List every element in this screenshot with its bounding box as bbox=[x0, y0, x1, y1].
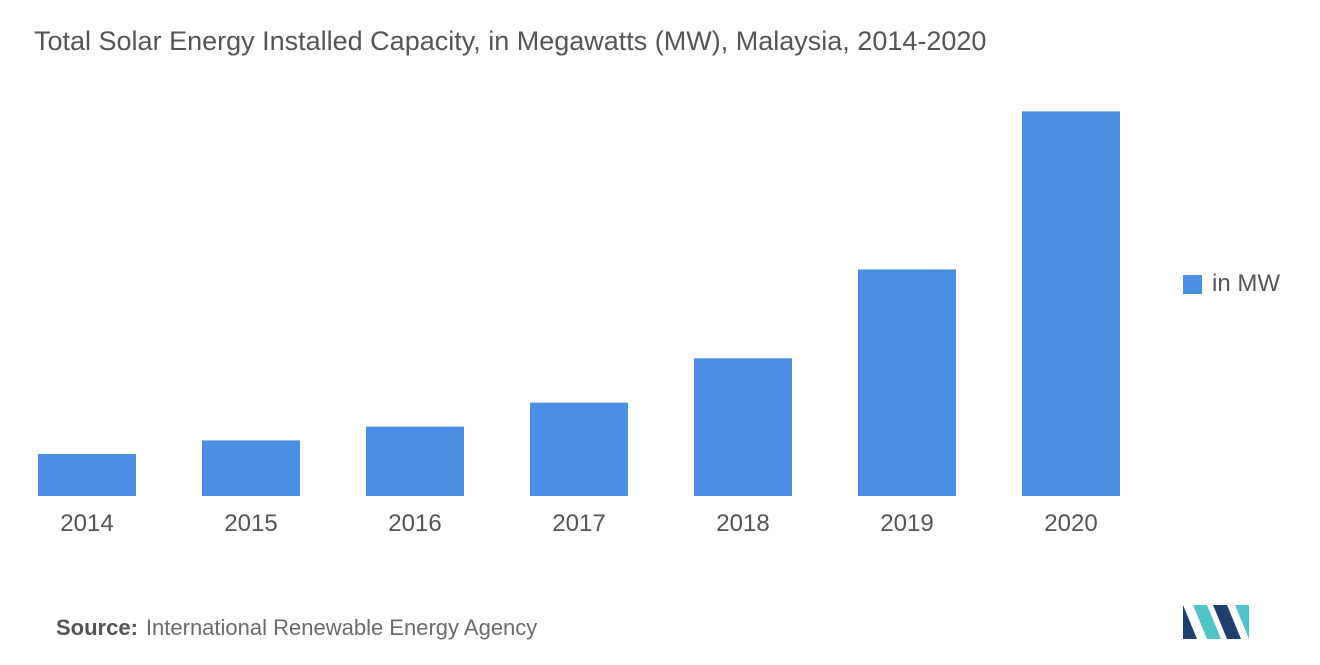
x-tick-label-2020: 2020 bbox=[1044, 510, 1097, 537]
x-tick-label-2018: 2018 bbox=[716, 510, 769, 537]
legend: in MW bbox=[1183, 270, 1280, 298]
bar-2017 bbox=[530, 402, 628, 496]
source-label: Source: bbox=[56, 615, 138, 640]
x-tick-label-2017: 2017 bbox=[552, 510, 605, 537]
bar-2016 bbox=[366, 426, 464, 496]
bar-2019 bbox=[858, 269, 956, 496]
source-text: International Renewable Energy Agency bbox=[145, 615, 538, 640]
bar-2015 bbox=[202, 440, 300, 496]
source-note: Source: International Renewable Energy Ag… bbox=[56, 615, 537, 641]
bar-2018 bbox=[694, 358, 792, 496]
x-tick-label-2014: 2014 bbox=[60, 510, 113, 537]
bar-2014 bbox=[38, 453, 136, 496]
x-tick-label-2015: 2015 bbox=[224, 510, 277, 537]
bar-2020 bbox=[1022, 111, 1120, 497]
chart-title: Total Solar Energy Installed Capacity, i… bbox=[34, 26, 987, 56]
x-axis-labels: 2014 2015 2016 2017 2018 2019 2020 bbox=[60, 510, 1097, 537]
legend-swatch bbox=[1183, 274, 1202, 294]
bar-chart: 2014 2015 2016 2017 2018 2019 2020 bbox=[38, 111, 1120, 537]
bars-group bbox=[38, 111, 1120, 497]
legend-label: in MW bbox=[1212, 270, 1280, 297]
x-tick-label-2016: 2016 bbox=[388, 510, 441, 537]
x-tick-label-2019: 2019 bbox=[880, 510, 933, 537]
mordor-intelligence-logo-icon bbox=[1183, 605, 1249, 639]
